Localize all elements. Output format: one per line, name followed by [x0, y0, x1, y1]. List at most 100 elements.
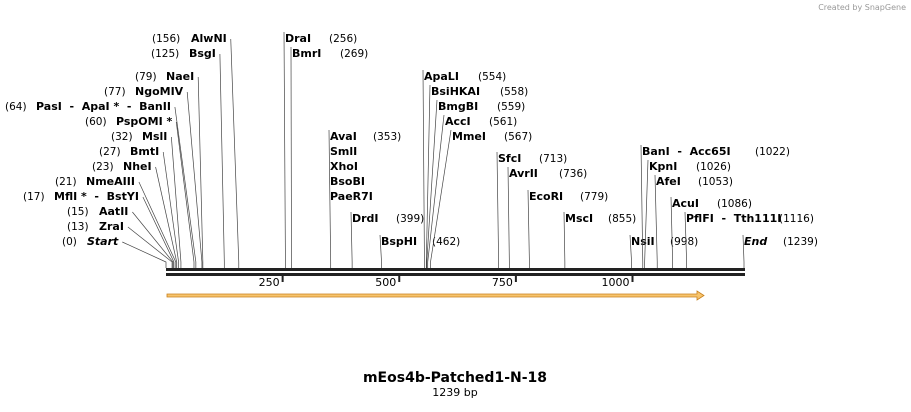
- enzyme-position: (353): [373, 131, 401, 143]
- enzyme-position: (23): [92, 161, 114, 173]
- enzyme-position: (1116): [779, 213, 814, 225]
- enzyme-name: BmrI: [292, 47, 321, 60]
- enzyme-name: BanI - Acc65I: [642, 145, 731, 158]
- enzyme-position: (713): [539, 153, 567, 165]
- enzyme-name: NgoMIV: [135, 85, 184, 98]
- enzyme-name: Start: [87, 235, 119, 248]
- enzyme-position: (1239): [783, 236, 818, 248]
- cut-site-line: [508, 167, 509, 268]
- enzyme-name: BsoBI: [330, 175, 365, 188]
- cut-site-line: [187, 92, 202, 268]
- ruler-bottom: [166, 273, 745, 276]
- cut-site-line: [175, 107, 196, 268]
- enzyme-position: (559): [497, 101, 525, 113]
- enzyme-position: (462): [432, 236, 460, 248]
- ruler-tick-label: 750: [492, 276, 513, 289]
- enzyme-name: PasI - ApaI * - BanII: [36, 100, 171, 113]
- cut-site-line: [132, 212, 173, 268]
- cut-site-line: [198, 77, 203, 268]
- enzyme-name: MscI: [565, 212, 593, 225]
- enzyme-name: BsiHKAI: [431, 85, 480, 98]
- cut-site-line: [497, 152, 499, 268]
- enzyme-name: SfcI: [498, 152, 521, 165]
- enzyme-position: (64): [5, 101, 27, 113]
- enzyme-name: BsgI: [189, 47, 216, 60]
- cut-site-line: [176, 122, 194, 268]
- cut-site-line: [122, 242, 166, 268]
- ruler-tick-label: 250: [259, 276, 280, 289]
- enzyme-name: ApaLI: [424, 70, 459, 83]
- enzyme-name: AcuI: [672, 197, 699, 210]
- enzyme-name: PaeR7I: [330, 190, 373, 203]
- enzyme-name: EcoRI: [529, 190, 563, 203]
- cut-site-line: [156, 167, 177, 268]
- enzyme-position: (1086): [717, 198, 752, 210]
- enzyme-position: (17): [23, 191, 45, 203]
- cut-site-line: [641, 145, 643, 268]
- enzyme-position: (60): [85, 116, 107, 128]
- enzyme-name: AvrII: [509, 167, 538, 180]
- enzyme-name: AlwNI: [191, 32, 227, 45]
- enzyme-name: End: [744, 235, 767, 248]
- enzyme-name: XhoI: [330, 160, 358, 173]
- enzyme-position: (554): [478, 71, 506, 83]
- enzyme-position: (15): [67, 206, 89, 218]
- cut-site-line: [284, 32, 285, 268]
- enzyme-name: PflFI - Tth111I: [686, 212, 781, 225]
- enzyme-name: SmlI: [330, 145, 357, 158]
- map-title: mEos4b-Patched1-N-18: [363, 370, 547, 386]
- enzyme-name: NheI: [123, 160, 152, 173]
- enzyme-name: NaeI: [166, 70, 194, 83]
- enzyme-position: (1053): [698, 176, 733, 188]
- enzyme-position: (256): [329, 33, 357, 45]
- enzyme-name: AvaI: [330, 130, 357, 143]
- enzyme-position: (0): [62, 236, 77, 248]
- enzyme-name: NmeAIII: [86, 175, 135, 188]
- enzyme-position: (779): [580, 191, 608, 203]
- enzyme-name: BmtI: [130, 145, 159, 158]
- enzyme-name: MmeI: [452, 130, 486, 143]
- cut-site-line: [231, 39, 239, 268]
- enzyme-name: MflI * - BstYI: [54, 190, 139, 203]
- cut-site-line: [423, 70, 424, 268]
- enzyme-position: (1022): [755, 146, 790, 158]
- enzyme-position: (32): [111, 131, 133, 143]
- enzyme-position: (27): [99, 146, 121, 158]
- enzyme-name: MslI: [142, 130, 167, 143]
- map-subtitle: 1239 bp: [432, 386, 477, 399]
- cut-site-line: [171, 137, 181, 268]
- enzyme-position: (736): [559, 168, 587, 180]
- enzyme-name: KpnI: [649, 160, 677, 173]
- enzyme-position: (399): [396, 213, 424, 225]
- enzyme-position: (21): [55, 176, 77, 188]
- enzyme-position: (561): [489, 116, 517, 128]
- enzyme-name: ZraI: [99, 220, 124, 233]
- cut-site-line: [655, 175, 657, 268]
- ruler-tick-label: 1000: [602, 276, 630, 289]
- enzyme-position: (79): [135, 71, 157, 83]
- enzyme-name: AccI: [445, 115, 471, 128]
- enzyme-name: AatII: [99, 205, 128, 218]
- enzyme-position: (1026): [696, 161, 731, 173]
- feature-arrow: [167, 291, 704, 300]
- enzyme-position: (558): [500, 86, 528, 98]
- cut-site-line: [645, 160, 648, 268]
- enzyme-position: (567): [504, 131, 532, 143]
- enzyme-position: (77): [104, 86, 126, 98]
- cut-site-line: [220, 54, 224, 268]
- enzyme-name: DraI: [285, 32, 311, 45]
- enzyme-name: PspOMI *: [116, 115, 173, 128]
- brand: Created by SnapGene: [818, 3, 906, 12]
- ruler-top: [166, 268, 745, 271]
- enzyme-name: AfeI: [656, 175, 681, 188]
- enzyme-position: (855): [608, 213, 636, 225]
- enzyme-name: DrdI: [352, 212, 379, 225]
- enzyme-position: (125): [151, 48, 179, 60]
- enzyme-position: (269): [340, 48, 368, 60]
- enzyme-position: (13): [67, 221, 89, 233]
- enzyme-position: (156): [152, 33, 180, 45]
- ruler-tick-label: 500: [375, 276, 396, 289]
- enzyme-name: BspHI: [381, 235, 417, 248]
- enzyme-name: BmgBI: [438, 100, 478, 113]
